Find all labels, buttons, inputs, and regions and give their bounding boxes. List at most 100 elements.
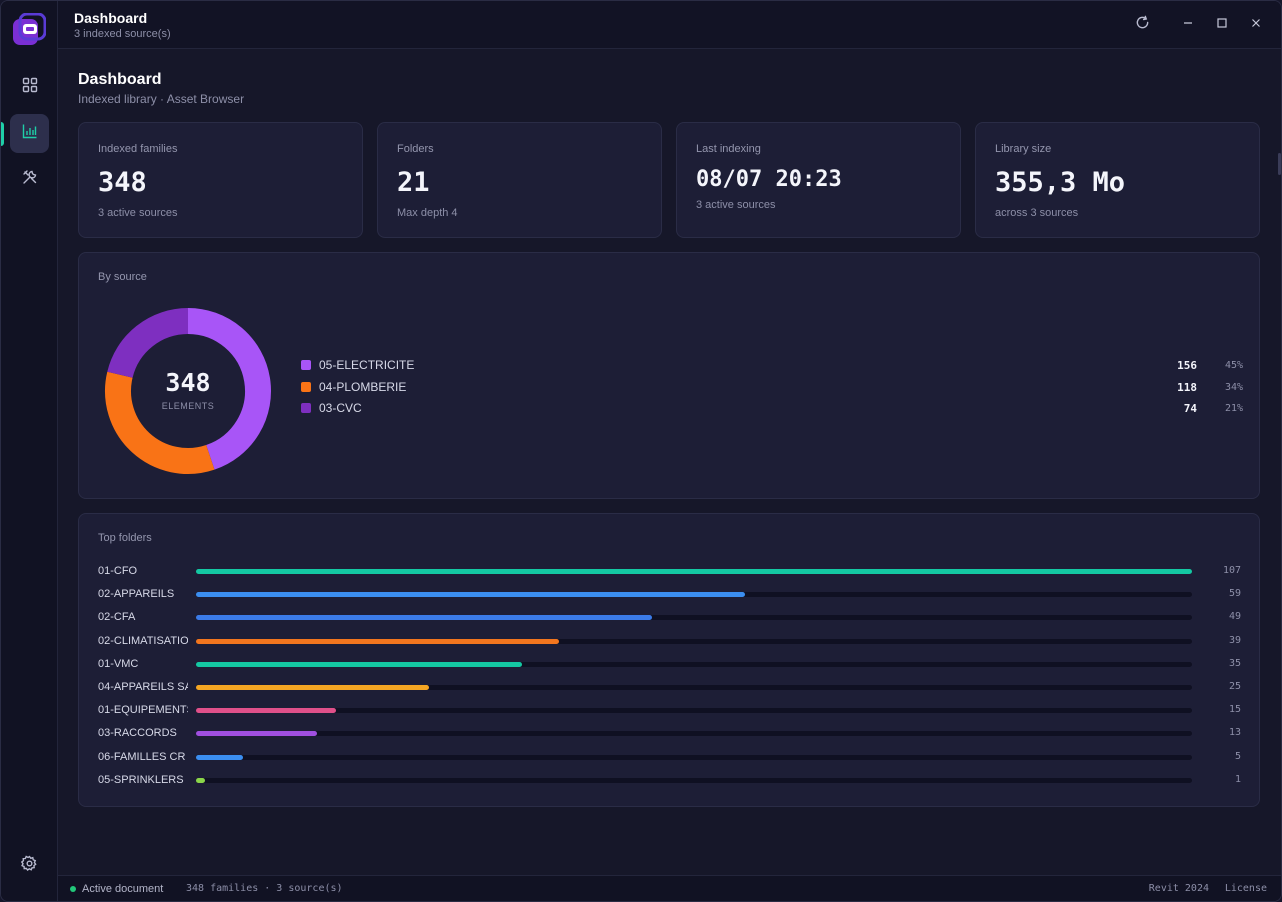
folder-name: 05-SPRINKLERS [98,773,184,786]
legend-name: 04-PLOMBERIE [319,380,407,394]
folder-row: 06-FAMILLES CR 5 [98,751,1241,765]
bar-track [196,708,1192,714]
folder-name: 01-CFO [98,565,138,577]
chart-icon [22,123,38,144]
status-summary: 348 families · 3 source(s) [186,883,343,894]
close-button[interactable] [1246,15,1266,35]
section-label: By source [98,271,147,283]
maximize-button[interactable] [1212,15,1232,35]
donut-slice [107,308,189,379]
donut-slice [187,308,271,470]
folder-count: 1 [1234,773,1241,785]
legend-row: 05-ELECTRICITE 156 45% [301,357,1243,373]
sidebar [1,1,58,901]
legend-name: 03-CVC [319,401,362,415]
close-icon [1250,16,1262,34]
stat-note: 3 active sources [696,199,776,211]
refresh-button[interactable] [1132,15,1152,35]
legend-count: 156 [1177,358,1197,372]
bar-fill [196,592,746,598]
folder-row: 02-APPAREILS 59 [98,588,1241,602]
bar-track [196,661,1192,667]
legend-percent: 21% [1224,402,1243,414]
bar-fill [196,777,206,783]
stat-label: Last indexing [696,143,761,155]
license-link[interactable]: License [1224,883,1267,894]
sidebar-item-tools[interactable] [10,160,49,199]
bar-fill [196,685,429,690]
gear-icon [20,855,38,877]
legend-row: 03-CVC 74 21% [301,400,1243,416]
version-label: Revit 2024 [1148,883,1209,894]
donut-chart [105,308,271,474]
donut-total: 348 [165,368,211,397]
stat-label: Indexed families [98,143,178,155]
minimize-button[interactable] [1178,15,1198,35]
bar-fill [196,708,336,714]
folder-count: 13 [1228,727,1241,739]
folder-name: 01-VMC [98,657,139,670]
folder-count: 35 [1228,657,1241,669]
bar-fill [196,569,1192,574]
stat-label: Folders [397,143,434,155]
donut-center: 348 ELEMENTS [103,368,273,411]
sidebar-item-grid[interactable] [10,68,49,107]
folder-row: 01-EQUIPEMENTS 15 [98,704,1241,718]
folder-row: 02-CLIMATISATIO 39 [98,635,1241,649]
folder-name: 04-APPAREILS SA [98,681,188,693]
legend-row: 04-PLOMBERIE 118 34% [301,379,1243,395]
stat-value: 21 [397,167,430,198]
bar-track [196,731,1192,737]
bar-fill [196,638,560,644]
bar-track [196,754,1192,760]
folder-count: 107 [1222,565,1241,576]
bar-track [196,592,1192,598]
stat-value: 355,3 Mo [995,167,1126,198]
stat-note: 3 active sources [98,207,178,219]
bar-track [196,777,1192,783]
stat-card-families: Indexed families 348 3 active sources [78,122,363,238]
top-folders-card: Top folders 01-CFO 107 02-APPAREILS 59 02-CF… [78,513,1260,807]
settings-button[interactable] [10,846,49,885]
bar-track [196,638,1192,644]
folder-count: 15 [1228,704,1241,716]
bar-track [196,569,1192,574]
folder-count: 59 [1228,588,1241,600]
folder-name: 02-CLIMATISATIO [98,634,188,647]
folder-name: 02-CFA [98,611,136,624]
legend-percent: 45% [1224,359,1243,371]
status-dot [70,886,76,892]
stat-value: 348 [98,167,147,198]
titlebar: Dashboard 3 indexed source(s) [58,1,1281,49]
legend-name: 05-ELECTRICITE [319,358,415,372]
minimize-icon [1182,16,1194,34]
active-indicator [1,122,4,146]
legend-swatch [301,382,311,392]
folder-count: 5 [1234,750,1241,762]
stat-label: Library size [995,143,1052,155]
sidebar-item-dashboard[interactable] [10,114,49,153]
legend-count: 74 [1183,401,1197,415]
page-title: Dashboard [78,71,162,88]
legend-swatch [301,403,311,413]
window-subtitle: 3 indexed source(s) [74,28,171,40]
folder-row: 02-CFA 49 [98,611,1241,625]
legend-count: 118 [1177,380,1197,394]
page-subtitle: Indexed library · Asset Browser [78,92,245,106]
status-bar: Active document 348 families · 3 source(… [58,875,1281,901]
folder-name: 01-EQUIPEMENTS [98,704,188,717]
bar-fill [196,615,653,621]
folder-row: 01-CFO 107 [98,565,1241,579]
grid-icon [22,77,38,98]
stat-card-folders: Folders 21 Max depth 4 [377,122,662,238]
bar-track [196,615,1192,621]
stat-value: 08/07 20:23 [696,167,842,192]
legend-swatch [301,360,311,370]
legend-percent: 34% [1224,381,1243,393]
folder-name: 02-APPAREILS [98,588,175,601]
scrollbar[interactable] [1278,153,1281,175]
folder-row: 05-SPRINKLERS 1 [98,774,1241,788]
maximize-icon [1216,16,1228,34]
folder-name: 03-RACCORDS [98,727,177,740]
